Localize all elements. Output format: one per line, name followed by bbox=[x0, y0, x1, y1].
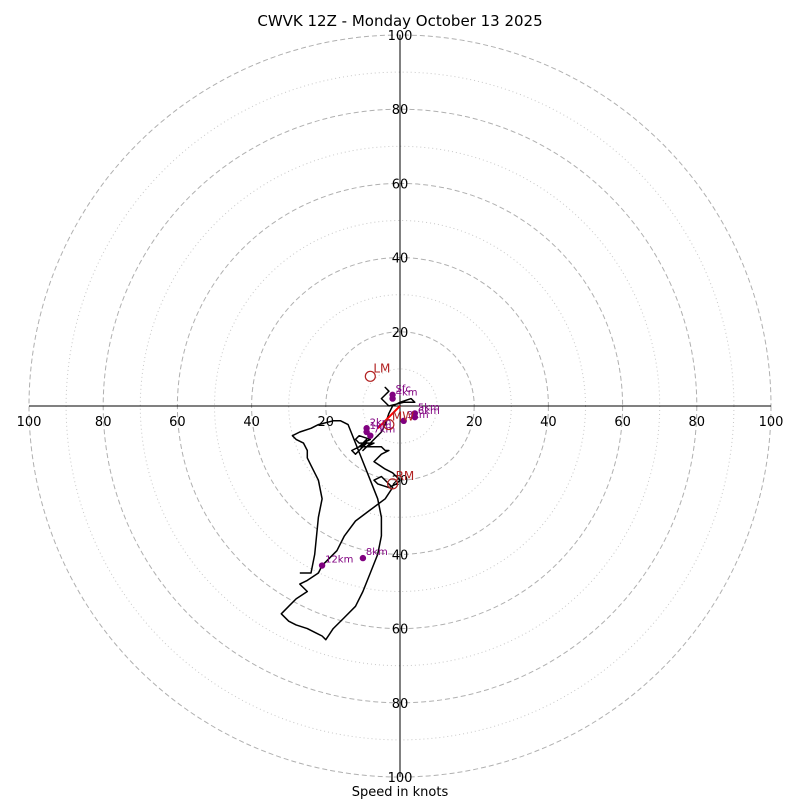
y-tick-label: 80 bbox=[392, 697, 409, 712]
shear-vector-line bbox=[377, 405, 401, 429]
y-tick-label: 40 bbox=[392, 548, 409, 563]
storm-motion-label: MW bbox=[392, 410, 414, 424]
height-marker-label: 6km bbox=[418, 406, 440, 417]
x-tick-label: 100 bbox=[759, 415, 784, 430]
shear-vector bbox=[377, 405, 401, 429]
height-marker-label: 3km bbox=[407, 410, 429, 421]
height-marker-label: 7km bbox=[373, 425, 395, 436]
x-tick-label: 80 bbox=[689, 415, 706, 430]
height-marker-label: 2km bbox=[370, 417, 392, 428]
hodograph-trace bbox=[280, 386, 416, 641]
height-marker-label: Sfc bbox=[396, 384, 411, 395]
height-marker-label: 5km bbox=[418, 402, 440, 413]
chart-title: CWVK 12Z - Monday October 13 2025 bbox=[257, 12, 542, 30]
height-marker-7km bbox=[367, 432, 374, 439]
x-tick-label: 100 bbox=[17, 415, 42, 430]
storm-motion-mw bbox=[383, 418, 395, 431]
y-tick-label: 60 bbox=[392, 177, 409, 192]
tick-labels: 100 80 60 40 20 20 40 60 80 100100806040202040608… bbox=[17, 29, 784, 786]
x-tick-label: 60 bbox=[614, 415, 631, 430]
y-tick-label: 40 bbox=[392, 252, 409, 267]
height-marker-6km bbox=[411, 413, 419, 421]
x-tick-label: 60 bbox=[169, 415, 186, 430]
height-marker-label: 8km bbox=[366, 547, 388, 558]
x-tick-label: 20 bbox=[466, 415, 483, 430]
x-tick-label: 40 bbox=[540, 415, 557, 430]
x-tick-label: 40 bbox=[243, 415, 260, 430]
storm-motion-rm bbox=[386, 478, 399, 490]
storm-motions: LM MW RM bbox=[364, 361, 415, 490]
x-axis-label: Speed in knots bbox=[352, 785, 449, 800]
height-marker-label: 4km bbox=[396, 388, 418, 399]
y-tick-label: 60 bbox=[392, 623, 409, 638]
height-marker-label: 12km bbox=[325, 555, 353, 566]
y-tick-label: 80 bbox=[392, 103, 409, 118]
height-marker-label: 1km bbox=[370, 421, 392, 432]
storm-motion-label: LM bbox=[373, 361, 390, 375]
height-marker-8km bbox=[359, 554, 367, 562]
height-marker-3km bbox=[400, 417, 407, 425]
y-tick-label: 100 bbox=[388, 29, 413, 44]
y-tick-label: 20 bbox=[392, 326, 409, 341]
height-marker-4km bbox=[389, 395, 396, 402]
hodograph-line bbox=[280, 386, 416, 641]
storm-motion-lm bbox=[364, 370, 376, 382]
y-tick-label: 20 bbox=[392, 474, 409, 489]
storm-motion-label: RM bbox=[396, 469, 415, 483]
x-tick-label: 80 bbox=[95, 415, 112, 430]
height-marker-12km bbox=[318, 562, 326, 569]
y-tick-label: 100 bbox=[388, 771, 413, 786]
